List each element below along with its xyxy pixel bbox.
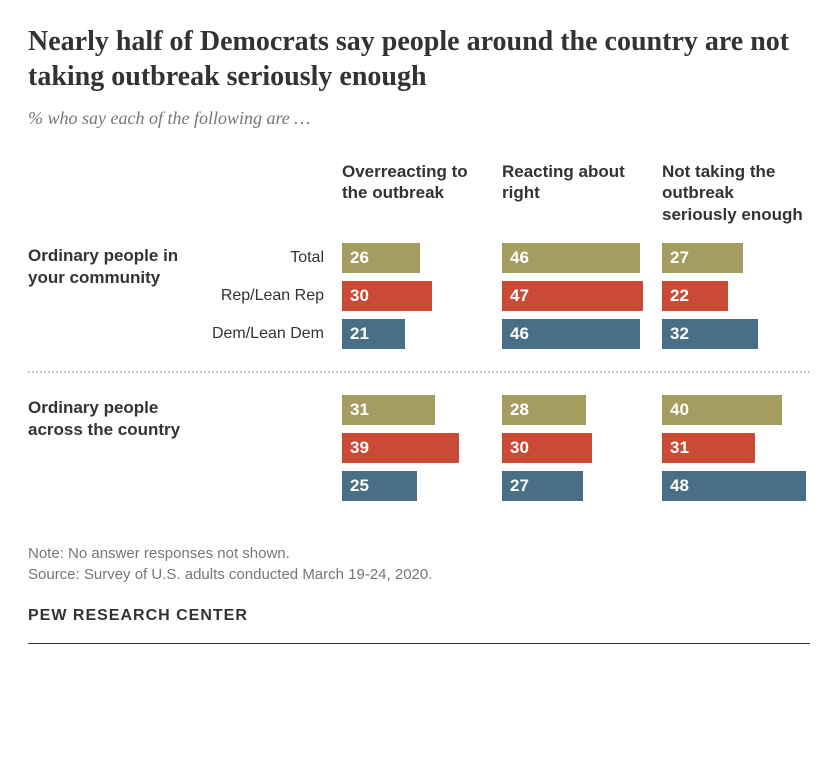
column-header: Overreacting to the outbreak [342, 161, 490, 218]
chart-title: Nearly half of Democrats say people arou… [28, 24, 810, 94]
bar-cell: 46 [502, 315, 650, 353]
group-label: Ordinary people across the country [28, 391, 208, 441]
note-line: Source: Survey of U.S. adults conducted … [28, 564, 810, 585]
bar: 25 [342, 471, 417, 501]
bar-cell: 30 [342, 277, 490, 315]
bar: 21 [342, 319, 405, 349]
bottom-rule [28, 643, 810, 644]
row-label [220, 467, 330, 505]
group-divider [28, 371, 810, 373]
bar: 48 [662, 471, 806, 501]
bar-cell: 22 [662, 277, 810, 315]
bar: 26 [342, 243, 420, 273]
bar-cell: 46 [502, 239, 650, 277]
attribution: PEW RESEARCH CENTER [28, 607, 810, 625]
bar-cell: 21 [342, 315, 490, 353]
bar: 46 [502, 319, 640, 349]
bar: 27 [662, 243, 743, 273]
bar: 46 [502, 243, 640, 273]
bar-cell: 31 [662, 429, 810, 467]
row-label: Total [220, 239, 330, 277]
bar-cell: 27 [662, 239, 810, 277]
bar-cell: 26 [342, 239, 490, 277]
bar-cell: 28 [502, 391, 650, 429]
bar-cell: 47 [502, 277, 650, 315]
bar: 40 [662, 395, 782, 425]
column-header: Reacting about right [502, 161, 650, 218]
bar: 31 [662, 433, 755, 463]
bar: 30 [342, 281, 432, 311]
bar: 31 [342, 395, 435, 425]
bar: 32 [662, 319, 758, 349]
bar: 22 [662, 281, 728, 311]
bar: 47 [502, 281, 643, 311]
row-label: Rep/Lean Rep [220, 277, 330, 315]
chart-notes: Note: No answer responses not shown.Sour… [28, 543, 810, 585]
column-header: Not taking the outbreak seriously enough [662, 161, 810, 239]
bar-cell: 39 [342, 429, 490, 467]
bar-cell: 30 [502, 429, 650, 467]
group-label: Ordinary people in your community [28, 239, 208, 289]
note-line: Note: No answer responses not shown. [28, 543, 810, 564]
bar-cell: 40 [662, 391, 810, 429]
chart-subtitle: % who say each of the following are … [28, 108, 810, 129]
bar: 39 [342, 433, 459, 463]
bar-cell: 25 [342, 467, 490, 505]
bar-cell: 27 [502, 467, 650, 505]
row-label [220, 429, 330, 467]
row-label [220, 391, 330, 429]
row-label: Dem/Lean Dem [220, 315, 330, 353]
bar: 27 [502, 471, 583, 501]
bar-cell: 31 [342, 391, 490, 429]
chart-grid: Overreacting to the outbreakReacting abo… [28, 161, 810, 505]
bar-cell: 48 [662, 467, 810, 505]
bar: 28 [502, 395, 586, 425]
bar: 30 [502, 433, 592, 463]
bar-cell: 32 [662, 315, 810, 353]
